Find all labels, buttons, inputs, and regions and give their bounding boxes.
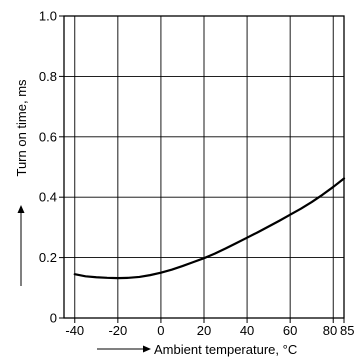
x-tick-label: 0 bbox=[157, 323, 164, 338]
grid bbox=[64, 15, 345, 319]
y-tick-label: 0.4 bbox=[39, 190, 57, 205]
y-tick-label: 0.2 bbox=[39, 250, 57, 265]
x-axis-title: Ambient temperature, °C bbox=[154, 342, 297, 357]
x-tick-label: -40 bbox=[65, 323, 84, 338]
x-tick-label: 20 bbox=[197, 323, 211, 338]
series-line bbox=[73, 177, 346, 280]
x-tick-label: 60 bbox=[283, 323, 297, 338]
y-tick-label: 1.0 bbox=[39, 9, 57, 24]
y-tick-label: 0 bbox=[50, 311, 57, 326]
x-tick-label: 80 bbox=[323, 323, 337, 338]
y-tick-label: 0.6 bbox=[39, 129, 57, 144]
x-axis-title-group: Ambient temperature, °C bbox=[97, 342, 297, 357]
y-tick-label: 0.8 bbox=[39, 69, 57, 84]
axis-ticks: 0 0.2 0.4 0.6 0.8 1.0 -40 -20 0 20 40 60 80 85 bbox=[39, 9, 355, 339]
x-tick-label: 85 bbox=[340, 323, 354, 338]
y-axis-title: Turn on time, ms bbox=[14, 79, 29, 177]
x-tick-label: -20 bbox=[108, 323, 127, 338]
y-axis-arrowhead bbox=[17, 205, 25, 213]
series-layer bbox=[73, 177, 346, 280]
x-axis-arrowhead bbox=[143, 345, 151, 353]
x-tick-label: 40 bbox=[240, 323, 254, 338]
y-axis-title-group: Turn on time, ms bbox=[14, 79, 29, 286]
